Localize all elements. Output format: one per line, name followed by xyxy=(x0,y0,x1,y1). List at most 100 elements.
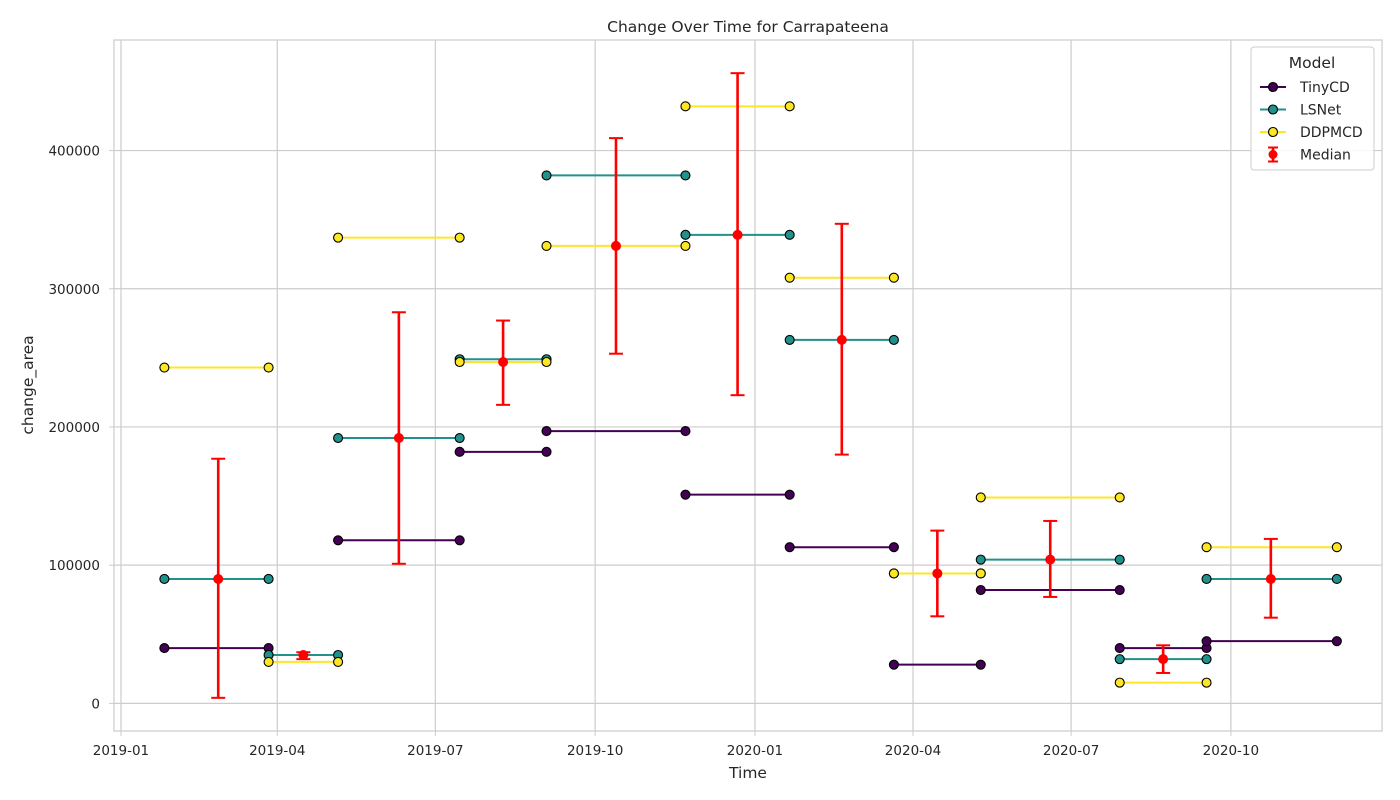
segment-start-point xyxy=(975,492,986,503)
segment-end-point xyxy=(1114,492,1125,503)
median-point xyxy=(298,649,309,660)
median-layer xyxy=(211,72,1278,699)
segment-end-point xyxy=(680,240,691,251)
segment-start-point xyxy=(680,489,691,500)
segment-end-point xyxy=(1201,654,1212,665)
x-tick-label: 2020-04 xyxy=(885,743,941,759)
segment-end-point xyxy=(541,356,552,368)
grid xyxy=(114,40,1382,731)
chart-title: Change Over Time for Carrapateena xyxy=(607,18,889,36)
median-point xyxy=(213,573,224,584)
segment-start-point xyxy=(333,535,344,546)
y-axis-label: change_area xyxy=(19,335,38,434)
legend-title: Model xyxy=(1289,54,1336,72)
median-point xyxy=(836,334,847,345)
median-errorbar xyxy=(496,319,511,406)
legend-item-median: Median xyxy=(1268,146,1351,164)
segment-end-point xyxy=(454,232,465,243)
segment-start-point xyxy=(159,573,170,585)
legend-label: DDPMCD xyxy=(1300,125,1363,141)
segment-end-point xyxy=(680,426,691,437)
median-point xyxy=(1158,654,1169,665)
segment-end-point xyxy=(784,229,795,240)
segment-start-point xyxy=(263,656,274,667)
segment-end-point xyxy=(975,659,986,670)
segment-end-point xyxy=(1114,584,1125,596)
median-point xyxy=(498,357,509,368)
segment-start-point xyxy=(541,170,552,181)
segment-end-point xyxy=(888,272,899,283)
segment-end-point xyxy=(1114,554,1125,565)
segment-end-point xyxy=(454,535,465,546)
segment-start-point xyxy=(784,334,795,345)
median-errorbar xyxy=(1156,644,1171,674)
x-tick-label: 2019-04 xyxy=(249,743,305,759)
median-point xyxy=(393,433,404,444)
segment-start-point xyxy=(541,426,552,437)
segment-end-point xyxy=(1201,677,1212,688)
plot-area xyxy=(113,39,1383,732)
segment-start-point xyxy=(454,446,465,457)
segment-end-point xyxy=(680,170,691,181)
median-errorbar xyxy=(730,72,745,397)
segment-end-point xyxy=(784,101,795,112)
segment-end-point xyxy=(1331,542,1342,553)
segment-start-point xyxy=(1114,654,1125,665)
x-tick-label: 2019-07 xyxy=(407,743,463,759)
median-errorbar xyxy=(1263,537,1278,619)
segment-start-point xyxy=(454,356,465,368)
legend: Model TinyCD LSNet DDPMCD Median xyxy=(1250,46,1375,171)
y-tick-label: 0 xyxy=(91,696,100,712)
median-errorbar xyxy=(296,649,311,661)
segment-start-point xyxy=(784,542,795,553)
segment-start-point xyxy=(888,659,899,670)
median-point xyxy=(732,229,743,240)
median-errorbar xyxy=(834,222,849,456)
tick-labels: 2019-01 2019-04 2019-07 2019-10 2020-01 2020-… xyxy=(48,144,1259,759)
segment-end-point xyxy=(454,432,465,444)
segment-start-point xyxy=(680,101,691,112)
legend-item-ddpmcd: DDPMCD xyxy=(1260,125,1363,141)
segment-start-point xyxy=(1201,573,1212,585)
segment-start-point xyxy=(975,584,986,596)
segment-start-point xyxy=(1114,677,1125,688)
legend-label: TinyCD xyxy=(1299,80,1350,96)
legend-marker xyxy=(1267,126,1279,138)
segment-start-point xyxy=(975,554,986,565)
segment-end-point xyxy=(888,334,899,345)
legend-label: LSNet xyxy=(1300,103,1342,119)
segment-start-point xyxy=(784,272,795,283)
median-errorbar xyxy=(1043,519,1058,598)
segment-start-point xyxy=(333,232,344,243)
legend-marker xyxy=(1268,150,1278,159)
x-tick-label: 2020-10 xyxy=(1203,743,1259,759)
legend-items: TinyCD LSNet DDPMCD Median xyxy=(1260,80,1363,164)
median-errorbar xyxy=(930,529,945,618)
y-tick-label: 400000 xyxy=(48,144,100,160)
segment-end-point xyxy=(541,446,552,457)
segment-start-point xyxy=(159,362,170,373)
segment-start-point xyxy=(333,432,344,444)
segment-start-point xyxy=(680,229,691,240)
segment-start-point xyxy=(1201,636,1212,647)
legend-box xyxy=(1250,46,1375,171)
segment-end-point xyxy=(263,362,274,373)
segment-end-point xyxy=(888,542,899,553)
segment-start-point xyxy=(1114,643,1125,654)
median-errorbar xyxy=(391,311,406,565)
legend-item-tinycd: TinyCD xyxy=(1260,80,1350,96)
segment-start-point xyxy=(159,643,170,654)
median-errorbar xyxy=(211,457,226,699)
median-point xyxy=(932,568,943,579)
legend-marker xyxy=(1267,104,1279,115)
median-point xyxy=(610,240,621,251)
legend-item-lsnet: LSNet xyxy=(1260,103,1342,119)
segment-start-point xyxy=(888,568,899,579)
segment-end-point xyxy=(1331,636,1342,647)
segment-end-point xyxy=(1331,573,1342,585)
y-tick-label: 200000 xyxy=(48,420,100,436)
segment-end-point xyxy=(333,656,344,667)
x-tick-label: 2019-10 xyxy=(567,743,623,759)
